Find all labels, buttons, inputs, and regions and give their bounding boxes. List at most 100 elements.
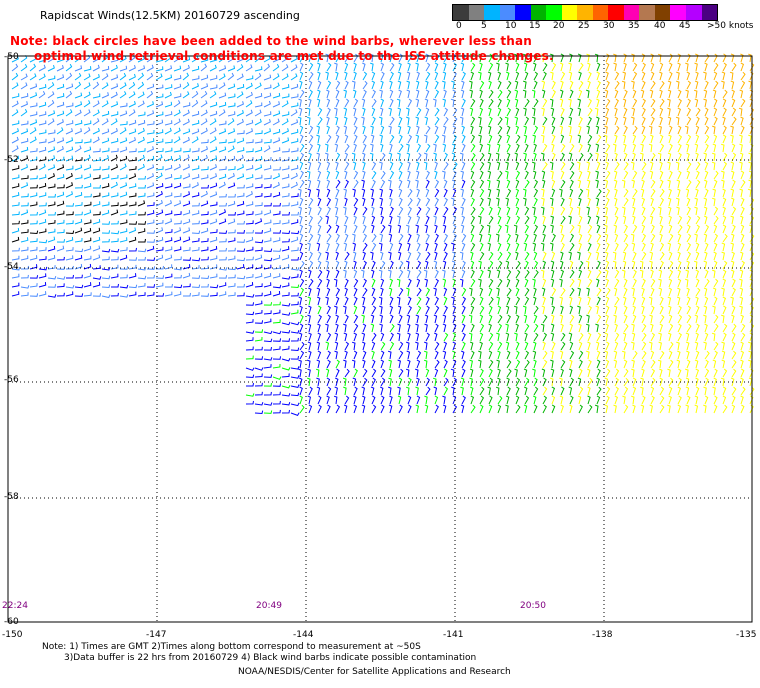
wind-barb [227, 292, 236, 297]
wind-barb [137, 91, 145, 99]
wind-barb [524, 287, 530, 297]
wind-barb [281, 282, 290, 288]
wind-barb [173, 127, 181, 135]
wind-barb [559, 395, 564, 405]
wind-barb [92, 236, 101, 243]
wind-barb [352, 242, 356, 252]
wind-barb [137, 81, 145, 90]
wind-barb [659, 188, 665, 198]
wind-barb [47, 110, 56, 117]
wind-barb [362, 251, 366, 261]
wind-barb [343, 332, 348, 342]
wind-barb [101, 118, 109, 126]
wind-barb [200, 293, 210, 297]
wind-barb [478, 125, 483, 135]
wind-barb [659, 161, 663, 171]
wind-barb [407, 359, 411, 369]
wind-barb [704, 350, 710, 360]
wind-barb [398, 62, 402, 72]
legend-label: 35 [628, 21, 640, 31]
wind-barb [605, 386, 611, 396]
wind-barb [695, 134, 700, 144]
wind-barb [263, 139, 272, 144]
wind-barb [334, 116, 339, 126]
wind-barb [576, 206, 581, 216]
wind-barb [713, 242, 718, 252]
wind-barb [254, 373, 263, 378]
wind-barb [236, 173, 245, 180]
wind-barb [370, 314, 375, 324]
wind-barb [595, 170, 599, 180]
wind-barb [398, 116, 403, 126]
wind-barb [587, 98, 592, 108]
wind-barb [119, 146, 128, 153]
wind-barb [460, 377, 465, 387]
wind-barb [92, 166, 101, 171]
wind-barb [378, 296, 383, 306]
wind-barb [605, 395, 610, 405]
wind-barb [290, 267, 300, 271]
wind-barb [533, 179, 539, 189]
wind-barb [362, 233, 368, 243]
wind-barb [641, 278, 646, 288]
wind-barb [641, 161, 647, 171]
wind-barb [605, 71, 609, 81]
wind-barb [676, 80, 680, 90]
wind-barb [657, 152, 662, 162]
legend-color-cell [515, 5, 531, 20]
wind-barb [380, 71, 385, 81]
wind-barb [452, 62, 457, 72]
wind-barb [713, 224, 718, 234]
wind-barb [343, 323, 347, 333]
wind-barb [675, 116, 680, 126]
wind-barb [434, 251, 438, 261]
wind-barb [254, 184, 263, 189]
wind-barb [388, 224, 392, 234]
wind-barb [488, 296, 494, 306]
wind-barb [686, 323, 692, 333]
wind-barb [299, 269, 303, 279]
wind-barb [604, 404, 609, 414]
wind-barb [281, 312, 291, 316]
wind-barb [406, 116, 410, 126]
legend-color-cell [530, 5, 547, 20]
wind-barb [281, 321, 291, 326]
wind-barb [532, 296, 537, 306]
wind-barb [317, 161, 322, 171]
wind-barb [290, 273, 299, 279]
wind-barb [272, 110, 281, 117]
wind-barb [488, 278, 494, 288]
wind-barb [641, 71, 646, 81]
wind-barb [487, 170, 492, 180]
wind-barb [640, 89, 645, 99]
wind-barb [83, 120, 92, 126]
wind-barb [604, 89, 609, 99]
wind-barb [20, 182, 29, 189]
wind-barb [316, 125, 320, 135]
wind-barb [686, 251, 692, 261]
wind-barb [344, 152, 349, 162]
wind-barb [532, 278, 536, 288]
wind-barb [470, 233, 475, 243]
wind-barb [523, 314, 528, 324]
wind-barb [641, 125, 646, 135]
wind-barb [164, 120, 173, 126]
wind-barb [695, 161, 701, 171]
wind-barb [470, 125, 474, 135]
wind-barb [200, 166, 209, 171]
wind-barb [541, 89, 546, 99]
wind-barb [110, 91, 118, 99]
wind-barb [514, 98, 519, 108]
wind-barb [704, 80, 709, 90]
wind-barb [65, 291, 74, 297]
wind-barb [298, 332, 303, 342]
wind-barb [722, 161, 728, 171]
wind-barb [307, 242, 311, 252]
wind-barb [416, 296, 422, 306]
wind-barb [29, 293, 39, 297]
wind-barb [659, 314, 665, 324]
wind-barb [47, 64, 55, 72]
wind-barb [695, 179, 701, 189]
wind-barb [551, 404, 556, 414]
lon-label-147: -147 [146, 630, 167, 640]
